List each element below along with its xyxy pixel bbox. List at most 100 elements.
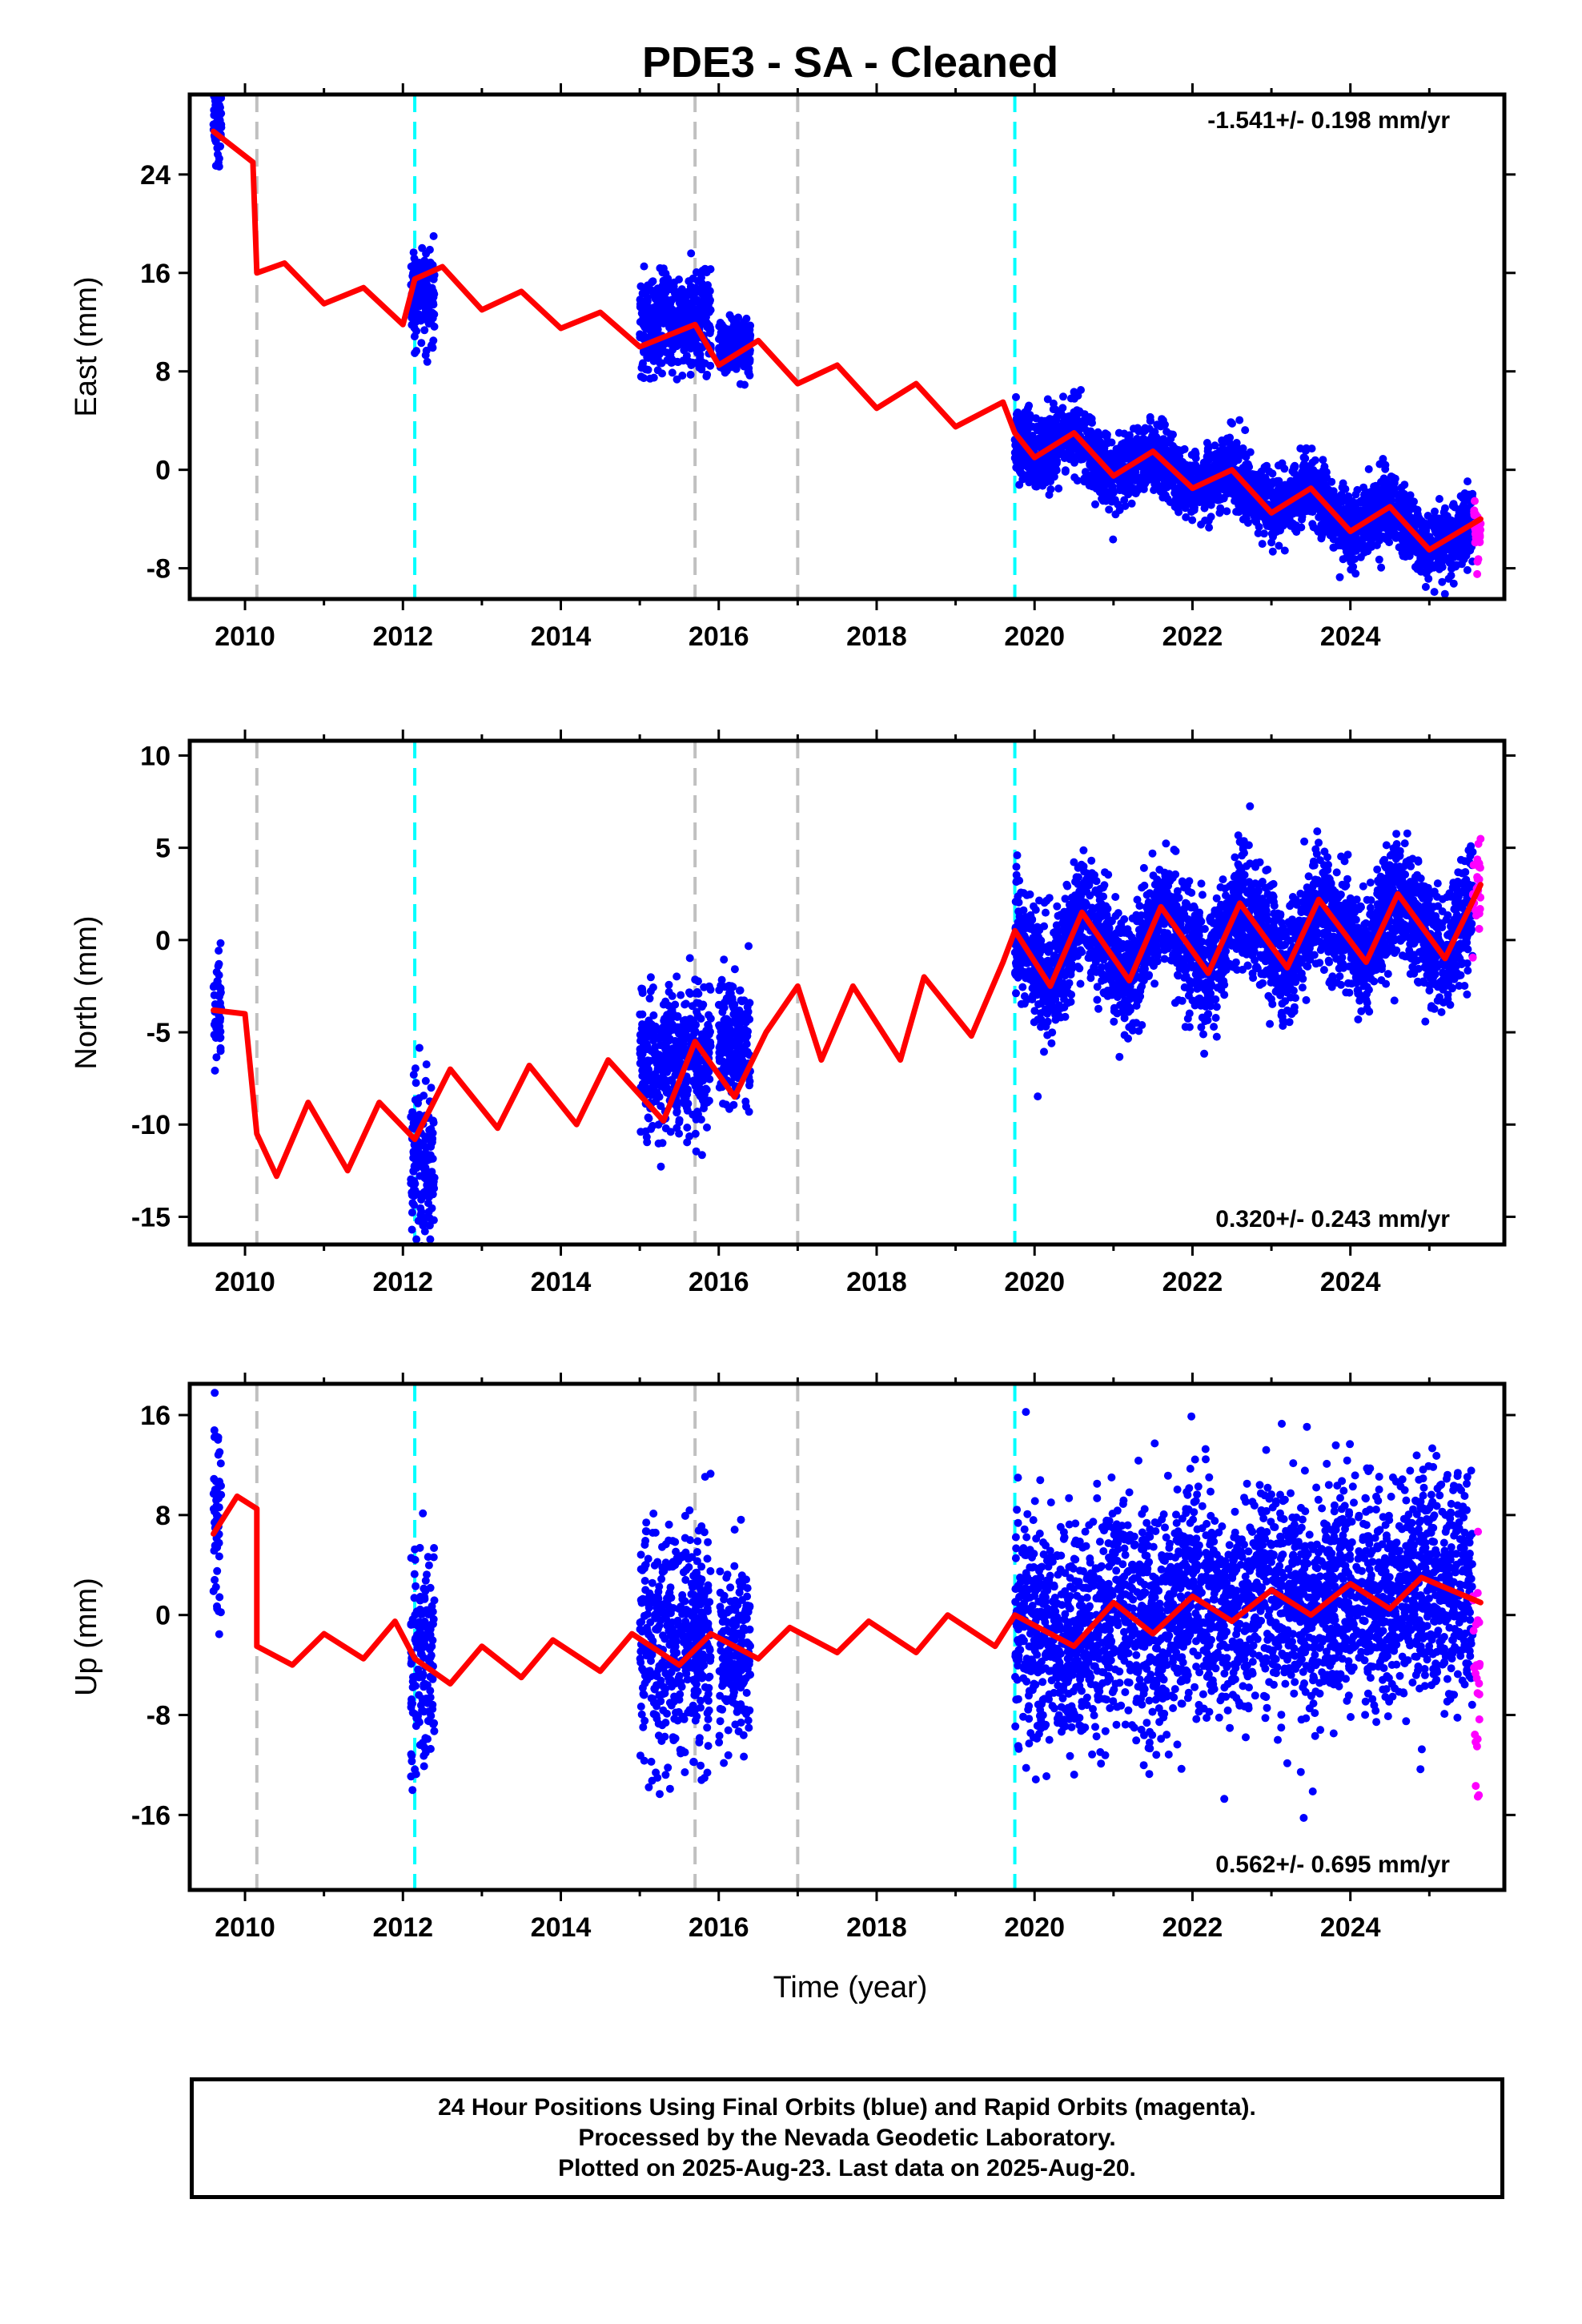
final-orbit-point bbox=[720, 955, 729, 964]
final-orbit-point bbox=[1255, 473, 1264, 482]
final-orbit-point bbox=[721, 344, 729, 352]
final-orbit-point bbox=[1146, 412, 1154, 421]
final-orbit-point bbox=[214, 150, 222, 159]
final-orbit-point bbox=[1257, 467, 1266, 476]
final-orbit-point bbox=[674, 316, 683, 324]
final-orbit-point bbox=[725, 1057, 733, 1066]
final-orbit-point bbox=[683, 1106, 692, 1115]
final-orbit-point bbox=[645, 1031, 654, 1039]
y-tick-label: 0 bbox=[155, 456, 171, 486]
final-orbit-point bbox=[1139, 481, 1148, 490]
final-orbit-point bbox=[1118, 456, 1127, 464]
final-orbit-point bbox=[1223, 507, 1231, 516]
final-orbit-point bbox=[1169, 456, 1178, 464]
final-orbit-point bbox=[424, 1208, 433, 1216]
final-orbit-point bbox=[741, 1049, 750, 1057]
x-tick-label: 2020 bbox=[1004, 621, 1065, 652]
final-orbit-point bbox=[1326, 531, 1335, 540]
final-orbit-point bbox=[685, 277, 693, 286]
final-orbit-point bbox=[1115, 506, 1124, 514]
final-orbit-point bbox=[1169, 441, 1177, 450]
final-orbit-point bbox=[408, 1225, 416, 1234]
final-orbit-point bbox=[1121, 501, 1130, 510]
final-orbit-point bbox=[1258, 540, 1267, 549]
final-orbit-point bbox=[691, 359, 700, 368]
final-orbit-point bbox=[648, 1073, 657, 1081]
final-orbit-point bbox=[1025, 401, 1034, 410]
final-orbit-point bbox=[740, 318, 749, 326]
final-orbit-point bbox=[1370, 493, 1379, 501]
final-orbit-point bbox=[648, 1020, 656, 1029]
final-orbit-point bbox=[1094, 428, 1102, 436]
final-orbit-point bbox=[1220, 485, 1229, 494]
final-orbit-point bbox=[647, 1091, 656, 1100]
final-orbit-point bbox=[410, 260, 419, 269]
final-orbit-point bbox=[1287, 482, 1296, 491]
final-orbit-point bbox=[1308, 458, 1317, 467]
final-orbit-point bbox=[1211, 460, 1220, 468]
final-orbit-point bbox=[427, 319, 436, 327]
final-orbit-point bbox=[1110, 464, 1119, 472]
final-orbit-point bbox=[424, 310, 433, 319]
final-orbit-point bbox=[418, 243, 427, 252]
final-orbit-point bbox=[1391, 532, 1399, 541]
final-orbit-point bbox=[1443, 521, 1452, 529]
final-orbit-point bbox=[1439, 508, 1448, 517]
final-orbit-point bbox=[428, 340, 436, 349]
final-orbit-point bbox=[1251, 516, 1259, 525]
final-orbit-point bbox=[1088, 464, 1097, 472]
final-orbit-point bbox=[706, 361, 715, 370]
final-orbit-point bbox=[1397, 483, 1406, 492]
final-orbit-point bbox=[1140, 426, 1149, 435]
final-orbit-point bbox=[1353, 485, 1362, 494]
final-orbit-point bbox=[1429, 561, 1437, 569]
final-orbit-point bbox=[689, 1076, 698, 1085]
final-orbit-point bbox=[1458, 516, 1467, 524]
final-orbit-point bbox=[1042, 478, 1050, 487]
final-orbit-point bbox=[1421, 582, 1430, 591]
final-orbit-point bbox=[1423, 560, 1431, 569]
final-orbit-point bbox=[1156, 422, 1165, 431]
x-tick-label: 2022 bbox=[1162, 621, 1223, 652]
final-orbit-point bbox=[1102, 440, 1110, 448]
final-orbit-point bbox=[1268, 469, 1277, 478]
final-orbit-point bbox=[1415, 515, 1423, 524]
final-orbit-point bbox=[1280, 464, 1289, 473]
final-orbit-point bbox=[1452, 562, 1460, 571]
final-orbit-point bbox=[1340, 506, 1348, 515]
final-orbit-point bbox=[1073, 476, 1082, 485]
final-orbit-point bbox=[1058, 404, 1067, 412]
final-orbit-point bbox=[737, 996, 745, 1005]
final-orbit-point bbox=[416, 315, 425, 324]
final-orbit-point bbox=[1430, 588, 1439, 597]
final-orbit-point bbox=[425, 301, 434, 309]
final-orbit-point bbox=[1232, 508, 1241, 516]
final-orbit-point bbox=[1372, 521, 1381, 530]
final-orbit-point bbox=[409, 1247, 417, 1255]
final-orbit-point bbox=[1341, 485, 1350, 493]
final-orbit-point bbox=[1348, 548, 1357, 557]
final-orbit-point bbox=[1431, 526, 1439, 534]
final-orbit-point bbox=[1061, 415, 1069, 424]
final-orbit-point bbox=[733, 324, 742, 332]
final-orbit-point bbox=[1060, 452, 1069, 460]
east-panel: 2010 2012 2014 2016 2018 2020 2022 2024-8081624… bbox=[70, 83, 1516, 652]
x-tick-label: 2014 bbox=[531, 621, 592, 652]
final-orbit-point bbox=[1321, 512, 1330, 521]
final-orbit-point bbox=[215, 163, 223, 171]
final-orbit-point bbox=[428, 1134, 437, 1143]
y-axis-label: East (mm) bbox=[70, 276, 103, 416]
y-tick-label: 16 bbox=[140, 259, 171, 289]
final-orbit-point bbox=[1050, 472, 1058, 481]
final-orbit-point bbox=[721, 1043, 730, 1051]
final-orbit-point bbox=[685, 357, 693, 366]
final-orbit-point bbox=[426, 258, 435, 267]
final-orbit-point bbox=[1375, 499, 1383, 508]
final-orbit-point bbox=[670, 289, 679, 297]
x-tick-label: 2018 bbox=[846, 621, 907, 652]
final-orbit-point bbox=[1094, 482, 1103, 490]
final-orbit-point bbox=[1351, 499, 1359, 508]
final-orbit-point bbox=[1142, 459, 1151, 468]
final-orbit-point bbox=[686, 1023, 695, 1032]
final-orbit-point bbox=[422, 249, 431, 258]
